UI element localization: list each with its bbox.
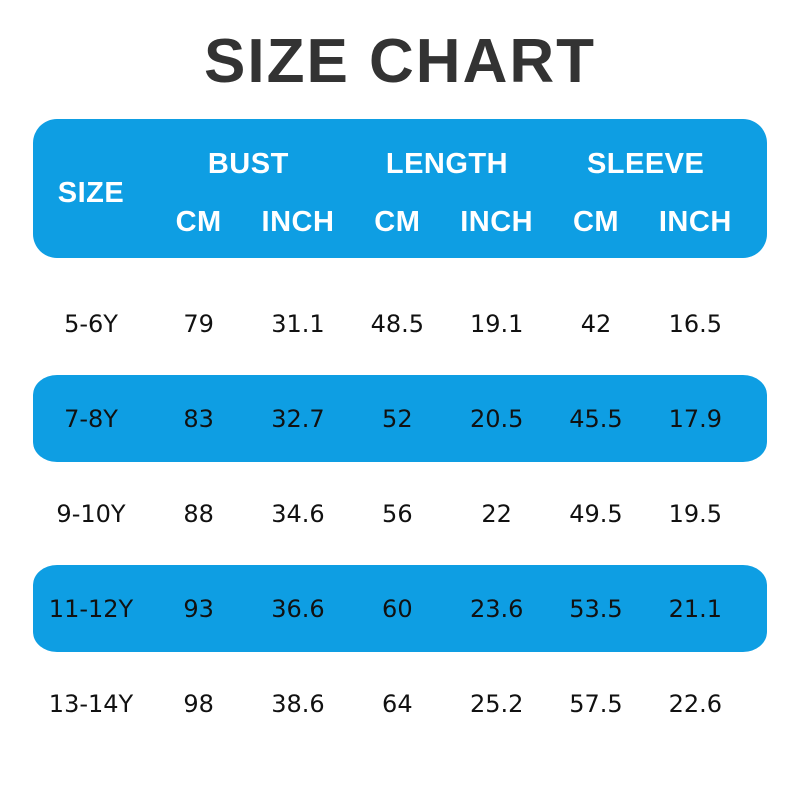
size-cell: 13-14Y	[48, 689, 134, 718]
unit-header-length-cm: CM	[374, 206, 421, 239]
sleeve-cm-cell: 53.5	[569, 594, 623, 623]
column-group-label-length: LENGTH	[385, 147, 509, 180]
length-inch-cell: 25.2	[469, 689, 524, 718]
table-body: 5-6Y 79 31.1 48.5 19.1 42 16.5 7-8Y 83 3…	[33, 276, 767, 751]
page-title: SIZE CHART	[204, 27, 596, 96]
length-inch-cell: 20.5	[469, 404, 524, 433]
bust-cm-cell: 93	[183, 594, 214, 623]
bust-inch-cell: 31.1	[271, 309, 325, 338]
bust-cm-cell: 88	[183, 499, 214, 528]
sleeve-inch-cell: 21.1	[668, 594, 723, 623]
column-group-label-sleeve: SLEEVE	[586, 147, 705, 180]
sleeve-inch-cell: 17.9	[668, 404, 723, 433]
length-cm-cell: 60	[382, 594, 413, 623]
length-cm-cell: 48.5	[370, 309, 425, 338]
length-cm-cell: 52	[382, 404, 413, 433]
size-cell: 11-12Y	[48, 594, 134, 623]
bust-cm-cell: 98	[183, 689, 214, 718]
length-inch-cell: 22	[481, 499, 512, 528]
sleeve-inch-cell: 22.6	[668, 689, 723, 718]
bust-inch-cell: 34.6	[271, 499, 325, 528]
sleeve-cm-cell: 57.5	[569, 689, 623, 718]
bust-cm-cell: 83	[183, 404, 214, 433]
length-cm-cell: 56	[382, 499, 413, 528]
length-inch-cell: 23.6	[469, 594, 524, 623]
table-row: 5-6Y 79 31.1 48.5 19.1 42 16.5	[33, 276, 767, 371]
size-cell: 5-6Y	[64, 309, 118, 338]
length-inch-cell: 19.1	[469, 309, 524, 338]
table-row: 7-8Y 83 32.7 52 20.5 45.5 17.9	[33, 371, 767, 466]
unit-header-length-inch: INCH	[460, 206, 534, 239]
unit-header-bust-inch: INCH	[261, 206, 335, 239]
size-cell: 7-8Y	[64, 404, 118, 433]
length-cm-cell: 64	[382, 689, 413, 718]
table-row: 9-10Y 88 34.6 56 22 49.5 19.5	[33, 466, 767, 561]
sleeve-cm-cell: 42	[580, 309, 612, 338]
sleeve-inch-cell: 19.5	[668, 499, 723, 528]
unit-header-bust-cm: CM	[175, 206, 222, 239]
unit-header-sleeve-cm: CM	[572, 206, 620, 239]
size-cell: 9-10Y	[56, 499, 126, 528]
bust-inch-cell: 36.6	[271, 594, 325, 623]
table-header: SIZE BUST LENGTH SLEEVE CM INCH CM INCH …	[33, 119, 767, 258]
table-row: 13-14Y 98 38.6 64 25.2 57.5 22.6	[33, 656, 767, 751]
table-row: 11-12Y 93 36.6 60 23.6 53.5 21.1	[33, 561, 767, 656]
column-group-label-bust: BUST	[207, 147, 289, 180]
unit-header-sleeve-inch: INCH	[658, 206, 732, 239]
sleeve-cm-cell: 49.5	[569, 499, 623, 528]
bust-inch-cell: 38.6	[271, 689, 325, 718]
size-column-header: SIZE	[57, 177, 125, 209]
sleeve-inch-cell: 16.5	[668, 309, 723, 338]
bust-cm-cell: 79	[183, 309, 214, 338]
bust-inch-cell: 32.7	[271, 404, 325, 433]
sleeve-cm-cell: 45.5	[569, 404, 623, 433]
